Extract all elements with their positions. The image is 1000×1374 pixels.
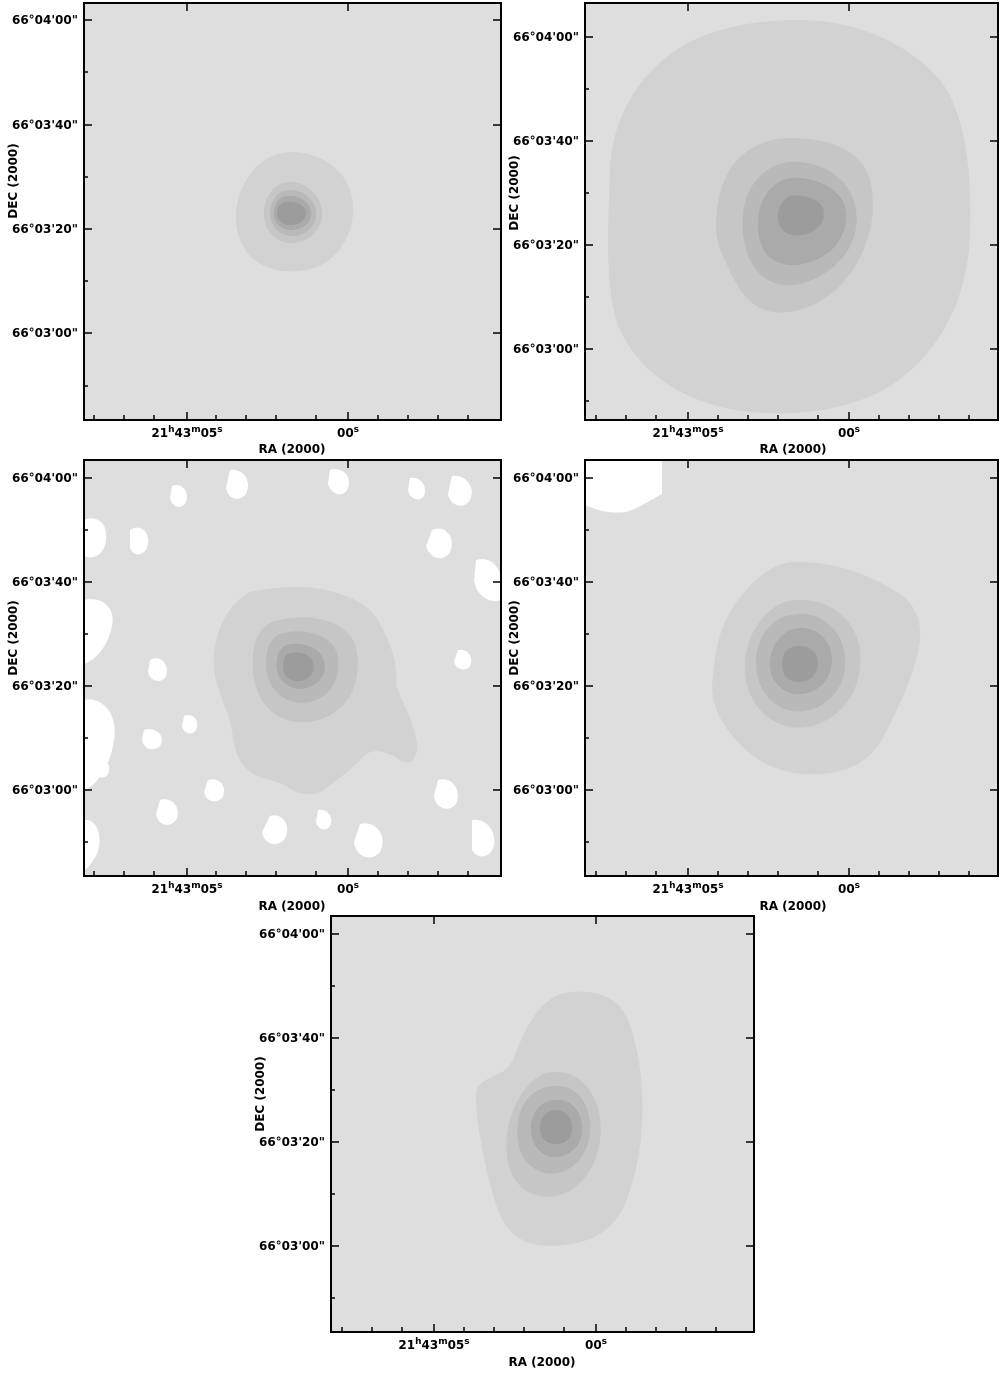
panel-5-x-tick-label: 00s bbox=[585, 1337, 607, 1352]
panel-2-frame bbox=[584, 2, 999, 421]
panel-5-y-tick-label: 66°03'40" bbox=[259, 1031, 325, 1045]
panel-3-y-tick-label: 66°03'40" bbox=[12, 575, 78, 589]
panel-1-y-tick-label: 66°03'20" bbox=[12, 222, 78, 236]
panel-5: 66°04'00" 66°03'40" 66°03'20" 66°03'00" … bbox=[253, 915, 755, 1369]
panel-3-noise-holes bbox=[84, 469, 501, 870]
panel-2-y-tick-label: 66°03'00" bbox=[513, 342, 579, 356]
panel-1-x-tick-label: 21h43m05s bbox=[151, 425, 222, 440]
panel-1-y-axis-label: DEC (2000) bbox=[6, 143, 20, 219]
panel-2: 66°04'00" 66°03'40" 66°03'20" 66°03'00" … bbox=[507, 2, 999, 456]
panel-2-x-ticks bbox=[595, 3, 970, 420]
panel-5-y-tick-label: 66°04'00" bbox=[259, 927, 325, 941]
panel-5-y-axis-label: DEC (2000) bbox=[253, 1056, 267, 1132]
panel-2-x-tick-labels: 21h43m05s 00s bbox=[652, 425, 860, 440]
panel-3-x-axis-label: RA (2000) bbox=[258, 899, 325, 913]
panel-3-x-ticks bbox=[93, 460, 469, 876]
panel-1-x-tick-labels: 21h43m05s 00s bbox=[151, 425, 359, 440]
panel-2-x-axis-label: RA (2000) bbox=[759, 442, 826, 456]
panel-2-contour-level-5 bbox=[778, 195, 824, 236]
panel-2-x-tick-label: 21h43m05s bbox=[652, 425, 723, 440]
panel-1-y-tick-label: 66°04'00" bbox=[12, 13, 78, 27]
panel-3: 66°04'00" 66°03'40" 66°03'20" 66°03'00" … bbox=[6, 459, 502, 913]
panel-5-x-tick-label: 21h43m05s bbox=[398, 1337, 469, 1352]
panel-4-y-tick-label: 66°03'00" bbox=[513, 783, 579, 797]
panel-5-frame bbox=[330, 915, 755, 1333]
panel-4-x-axis-label: RA (2000) bbox=[759, 899, 826, 913]
panel-3-y-axis-label: DEC (2000) bbox=[6, 600, 20, 676]
panel-1-x-axis-label: RA (2000) bbox=[258, 442, 325, 456]
panel-5-x-ticks bbox=[341, 916, 717, 1332]
panel-1-y-tick-labels: 66°04'00" 66°03'40" 66°03'20" 66°03'00" bbox=[12, 13, 78, 340]
panel-5-y-ticks bbox=[331, 933, 754, 1299]
panel-4-white-corner bbox=[585, 460, 662, 513]
panel-3-y-tick-label: 66°03'20" bbox=[12, 679, 78, 693]
panel-3-contour-level-5 bbox=[283, 652, 314, 682]
panel-3-x-tick-labels: 21h43m05s 00s bbox=[151, 881, 359, 896]
panel-5-y-tick-labels: 66°04'00" 66°03'40" 66°03'20" 66°03'00" bbox=[259, 927, 325, 1253]
panel-4-y-axis-label: DEC (2000) bbox=[507, 600, 521, 676]
panel-5-plot-area bbox=[331, 916, 754, 1332]
panel-4-x-tick-label: 00s bbox=[838, 881, 860, 896]
panel-5-x-tick-labels: 21h43m05s 00s bbox=[398, 1337, 607, 1352]
panel-2-y-ticks bbox=[585, 36, 998, 402]
panel-1-plot-area bbox=[84, 3, 501, 420]
panel-5-x-axis-label: RA (2000) bbox=[508, 1355, 575, 1369]
panel-3-y-tick-label: 66°04'00" bbox=[12, 471, 78, 485]
panel-3-x-tick-label: 00s bbox=[337, 881, 359, 896]
panel-2-x-tick-label: 00s bbox=[838, 425, 860, 440]
panel-5-contour-level-5 bbox=[540, 1110, 572, 1144]
panel-1: 66°04'00" 66°03'40" 66°03'20" 66°03'00" … bbox=[6, 2, 502, 456]
panel-2-y-tick-label: 66°03'20" bbox=[513, 238, 579, 252]
panel-4-contour-level-5 bbox=[782, 645, 818, 682]
panel-3-x-tick-label: 21h43m05s bbox=[151, 881, 222, 896]
panel-1-x-ticks bbox=[93, 3, 469, 420]
panel-3-y-tick-label: 66°03'00" bbox=[12, 783, 78, 797]
panel-2-y-tick-labels: 66°04'00" 66°03'40" 66°03'20" 66°03'00" bbox=[513, 30, 579, 356]
panel-1-frame bbox=[83, 2, 502, 421]
panel-1-contour-level-5 bbox=[277, 201, 306, 225]
panel-2-y-tick-label: 66°03'40" bbox=[513, 134, 579, 148]
panel-3-frame bbox=[83, 459, 502, 877]
panel-1-y-ticks bbox=[84, 19, 501, 387]
panel-5-y-tick-label: 66°03'20" bbox=[259, 1135, 325, 1149]
panel-1-y-tick-label: 66°03'40" bbox=[12, 118, 78, 132]
panel-4-y-tick-label: 66°04'00" bbox=[513, 471, 579, 485]
panel-4-y-tick-labels: 66°04'00" 66°03'40" 66°03'20" 66°03'00" bbox=[513, 471, 579, 797]
panel-4-frame bbox=[584, 459, 999, 877]
panel-4-x-ticks bbox=[595, 460, 970, 876]
panel-3-y-ticks bbox=[84, 477, 501, 843]
panel-4-y-ticks bbox=[585, 477, 998, 843]
panel-2-y-tick-label: 66°04'00" bbox=[513, 30, 579, 44]
panel-1-y-tick-label: 66°03'00" bbox=[12, 326, 78, 340]
panel-3-y-tick-labels: 66°04'00" 66°03'40" 66°03'20" 66°03'00" bbox=[12, 471, 78, 797]
panel-4: 66°04'00" 66°03'40" 66°03'20" 66°03'00" … bbox=[507, 459, 999, 913]
panel-5-y-tick-label: 66°03'00" bbox=[259, 1239, 325, 1253]
panel-1-x-tick-label: 00s bbox=[337, 425, 359, 440]
panel-4-x-tick-label: 21h43m05s bbox=[652, 881, 723, 896]
panel-4-x-tick-labels: 21h43m05s 00s bbox=[652, 881, 860, 896]
panel-4-y-tick-label: 66°03'40" bbox=[513, 575, 579, 589]
panel-3-plot-area bbox=[84, 460, 501, 876]
panel-2-y-axis-label: DEC (2000) bbox=[507, 155, 521, 231]
panel-4-y-tick-label: 66°03'20" bbox=[513, 679, 579, 693]
panel-4-plot-area bbox=[585, 460, 998, 876]
panel-2-plot-area bbox=[585, 3, 998, 420]
